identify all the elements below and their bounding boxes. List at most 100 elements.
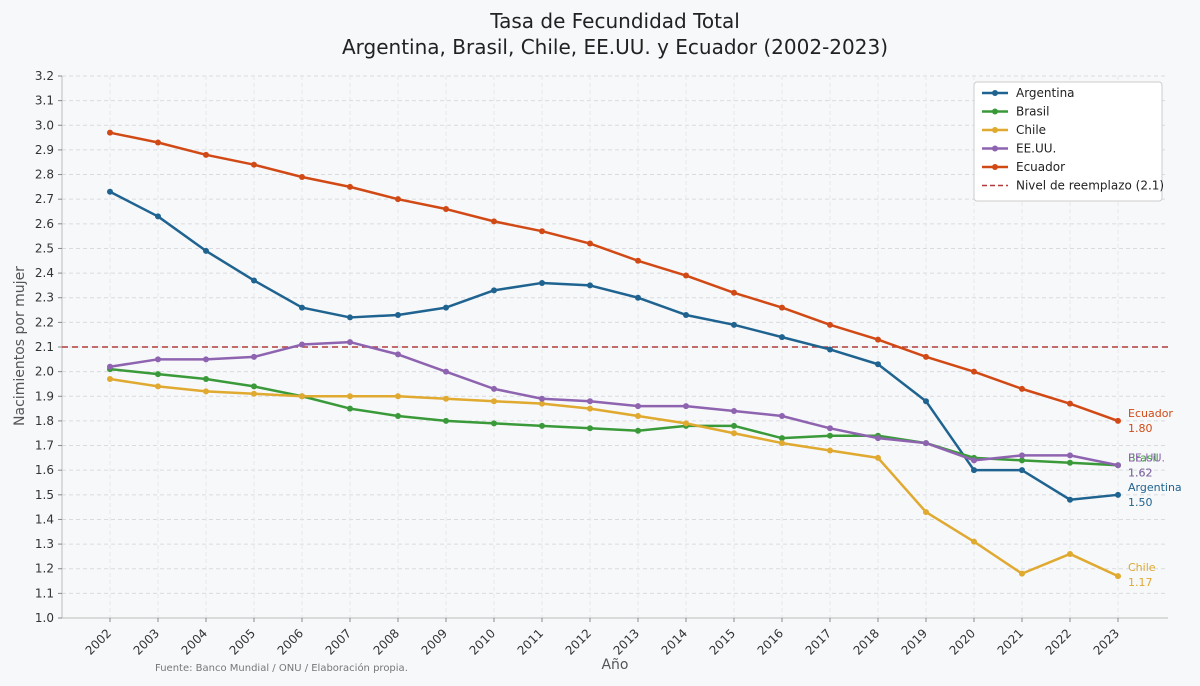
legend-marker	[992, 90, 998, 96]
x-tick-label: 2019	[899, 626, 930, 657]
data-point	[203, 151, 209, 158]
data-point	[155, 213, 161, 220]
y-tick-label: 1.8	[35, 414, 54, 428]
x-tick-label: 2011	[515, 626, 546, 657]
data-point	[731, 408, 737, 415]
data-point	[347, 314, 353, 321]
data-point	[779, 412, 785, 419]
data-point	[971, 368, 977, 375]
data-point	[875, 435, 881, 442]
x-tick-label: 2018	[851, 626, 882, 657]
data-point	[875, 361, 881, 368]
data-point	[107, 129, 113, 136]
data-point	[299, 304, 305, 311]
source-note: Fuente: Banco Mundial / ONU / Elaboració…	[155, 662, 408, 674]
data-point	[347, 393, 353, 400]
data-point	[731, 321, 737, 328]
data-point	[635, 294, 641, 301]
data-point	[923, 353, 929, 360]
data-point	[587, 398, 593, 405]
data-point	[587, 240, 593, 247]
y-tick-label: 3.0	[35, 118, 54, 132]
legend-marker	[992, 127, 998, 133]
y-tick-label: 2.6	[35, 217, 54, 231]
x-tick-label: 2008	[371, 626, 402, 657]
data-point	[491, 398, 497, 405]
legend-entry: Nivel de reemplazo (2.1)	[1016, 179, 1164, 193]
y-axis: 1.0 1.1 1.2 1.3 1.4 1.5 1.6 1.7 1.8 1.9 2.0 2.1 2.2 2…	[35, 69, 63, 625]
data-point	[635, 403, 641, 410]
data-point	[1115, 573, 1121, 580]
data-point	[1019, 385, 1025, 392]
data-point	[395, 351, 401, 358]
data-point	[443, 304, 449, 311]
data-point	[1067, 459, 1073, 466]
x-tick-label: 2012	[563, 626, 594, 657]
data-point	[1115, 462, 1121, 469]
y-tick-label: 2.8	[35, 168, 54, 182]
y-tick-label: 1.7	[35, 439, 54, 453]
legend-marker	[992, 108, 998, 115]
data-point	[1019, 570, 1025, 577]
data-point	[1019, 467, 1025, 474]
data-point	[395, 196, 401, 203]
data-point	[251, 390, 257, 397]
legend-entry: EE.UU.	[1016, 142, 1056, 156]
data-point	[539, 228, 545, 235]
y-axis-label: Nacimientos por mujer	[12, 266, 28, 426]
data-point	[299, 393, 305, 400]
x-tick-label: 2014	[659, 626, 690, 657]
y-tick-label: 1.2	[35, 562, 54, 576]
series-line-chile	[109, 377, 1119, 578]
data-point	[1115, 417, 1121, 424]
data-point	[251, 277, 257, 284]
y-tick-label: 2.5	[35, 241, 54, 255]
data-point	[251, 353, 257, 360]
data-point	[203, 247, 209, 254]
data-point	[923, 398, 929, 405]
end-label-name: Ecuador	[1128, 407, 1173, 420]
end-label-name: Argentina	[1128, 481, 1182, 494]
data-point	[107, 188, 113, 195]
data-point	[731, 289, 737, 296]
legend-entry: Ecuador	[1016, 160, 1065, 174]
series-line-brasil	[109, 367, 1119, 467]
y-tick-label: 2.0	[35, 365, 54, 379]
x-tick-label: 2015	[707, 626, 738, 657]
x-tick-label: 2013	[611, 626, 642, 657]
data-point	[587, 425, 593, 432]
data-point	[1019, 457, 1025, 464]
data-point	[203, 356, 209, 363]
data-point	[107, 363, 113, 370]
x-tick-label: 2007	[323, 626, 354, 657]
series-group	[107, 129, 1121, 580]
data-point	[923, 440, 929, 447]
chart-subtitle: Argentina, Brasil, Chile, EE.UU. y Ecuad…	[342, 35, 888, 59]
end-label-name: Brasil	[1128, 451, 1159, 464]
y-tick-label: 1.9	[35, 389, 54, 403]
x-axis-label: Año	[601, 657, 628, 673]
data-point	[971, 467, 977, 474]
data-point	[683, 420, 689, 427]
data-point	[779, 304, 785, 311]
data-point	[1067, 496, 1073, 503]
data-point	[635, 412, 641, 419]
data-point	[155, 371, 161, 378]
data-point	[395, 412, 401, 419]
x-tick-label: 2021	[995, 626, 1026, 657]
data-point	[203, 376, 209, 383]
data-point	[731, 422, 737, 429]
data-point	[443, 395, 449, 402]
legend-marker	[992, 145, 998, 152]
y-tick-label: 1.3	[35, 537, 54, 551]
end-label-name: Chile	[1128, 561, 1156, 574]
data-point	[491, 420, 497, 427]
data-point	[155, 139, 161, 146]
end-label-value: 1.62	[1128, 466, 1153, 479]
data-point	[347, 405, 353, 412]
data-point	[923, 509, 929, 516]
data-point	[347, 183, 353, 190]
legend-entry: Brasil	[1016, 105, 1049, 119]
data-point	[779, 440, 785, 447]
